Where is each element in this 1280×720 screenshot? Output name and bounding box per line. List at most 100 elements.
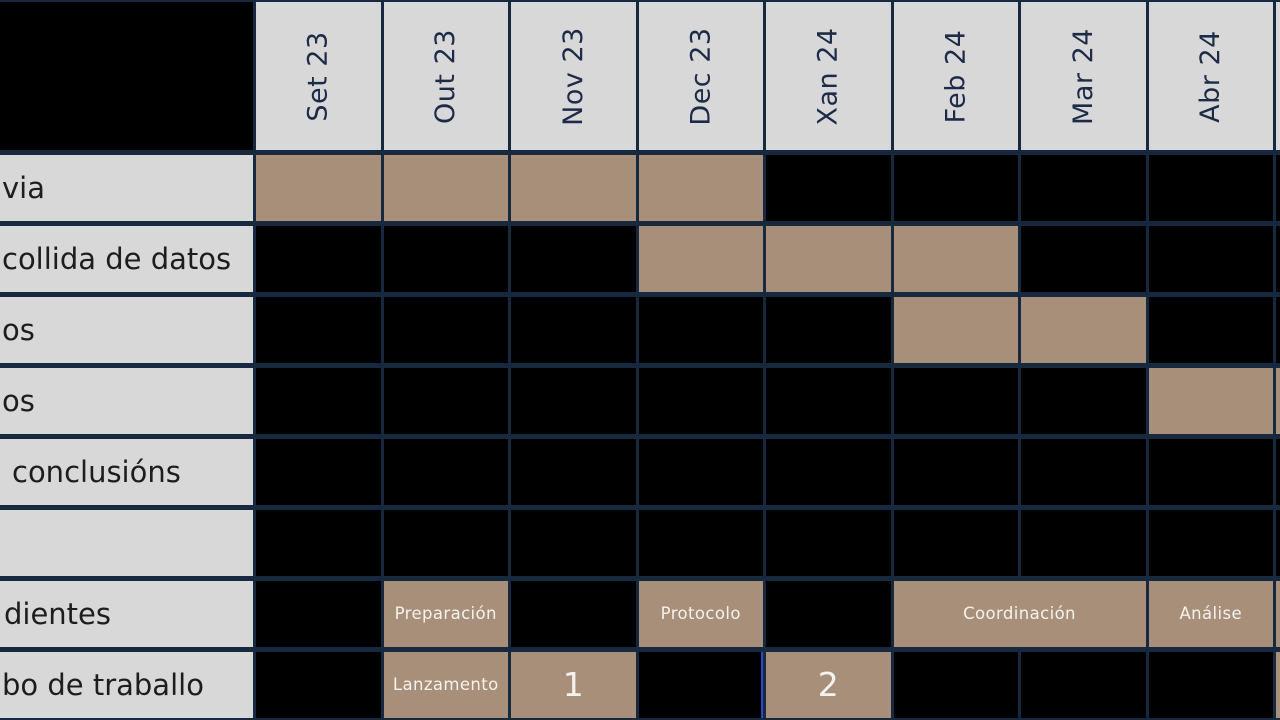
empty-cell — [511, 296, 636, 363]
gantt-bar: Protocolo — [638, 580, 763, 647]
task-label: dientes — [0, 580, 253, 647]
gantt-bar — [1276, 651, 1280, 718]
task-label: collida de datos — [0, 225, 253, 292]
empty-cell — [256, 438, 381, 505]
empty-cell — [1148, 154, 1273, 221]
empty-cell — [893, 651, 1018, 718]
empty-cell — [256, 580, 381, 647]
bar-label: Análise — [1179, 604, 1243, 624]
month-label: Nov 23 — [557, 26, 589, 126]
task-label: os — [0, 296, 253, 363]
gantt-bar: 2 — [766, 651, 891, 718]
task-label: os — [0, 367, 253, 434]
empty-cell — [766, 296, 891, 363]
empty-cell — [1148, 225, 1273, 292]
empty-cell — [1021, 651, 1146, 718]
empty-cell — [256, 651, 381, 718]
empty-cell — [893, 154, 1018, 221]
gantt-bar — [1276, 367, 1280, 434]
bar-label: 1 — [562, 665, 584, 705]
bar-label: Preparación — [394, 604, 497, 624]
empty-cell — [1148, 651, 1273, 718]
gantt-bar: Lanzamento — [383, 651, 508, 718]
empty-cell — [766, 367, 891, 434]
month-label: Mar 24 — [1067, 27, 1099, 125]
task-label: via — [0, 154, 253, 221]
month-header — [1276, 2, 1280, 150]
empty-cell — [383, 367, 508, 434]
month-label: Abr 24 — [1195, 29, 1227, 123]
empty-cell — [511, 438, 636, 505]
empty-cell — [1276, 296, 1280, 363]
month-header: Xan 24 — [766, 2, 891, 150]
bar-label: Coordinación — [963, 604, 1076, 624]
gantt-bar — [1276, 580, 1280, 647]
empty-cell — [511, 367, 636, 434]
empty-cell — [1021, 154, 1146, 221]
gantt-bar — [256, 154, 381, 221]
month-header: Abr 24 — [1148, 2, 1273, 150]
task-label: conclusións — [0, 438, 253, 505]
empty-cell — [383, 296, 508, 363]
empty-cell — [638, 296, 763, 363]
empty-cell — [383, 225, 508, 292]
gantt-bar — [638, 225, 763, 292]
empty-cell — [893, 438, 1018, 505]
month-label: Out 23 — [430, 28, 462, 124]
empty-cell — [256, 367, 381, 434]
month-label: Xan 24 — [812, 26, 844, 126]
empty-cell — [766, 438, 891, 505]
gantt-bar: 1 — [511, 651, 636, 718]
gantt-bar — [511, 154, 636, 221]
gantt-bar — [1021, 296, 1146, 363]
bar-label: 2 — [817, 665, 839, 705]
bar-label: Lanzamento — [392, 675, 499, 695]
month-header: Dec 23 — [638, 2, 763, 150]
gantt-bar — [638, 154, 763, 221]
month-label: Feb 24 — [940, 29, 972, 123]
month-label: Set 23 — [302, 30, 334, 122]
empty-cell — [638, 367, 763, 434]
empty-cell — [1148, 296, 1273, 363]
empty-cell — [1276, 154, 1280, 221]
month-header: Out 23 — [383, 2, 508, 150]
month-header: Set 23 — [256, 2, 381, 150]
month-header: Mar 24 — [1021, 2, 1146, 150]
empty-cell — [638, 509, 763, 576]
empty-cell — [383, 438, 508, 505]
empty-cell — [1276, 509, 1280, 576]
gantt-bar — [1148, 367, 1273, 434]
empty-cell — [511, 580, 636, 647]
gantt-bar — [383, 154, 508, 221]
gantt-bar: Preparación — [383, 580, 508, 647]
gantt-bar — [893, 296, 1018, 363]
month-header: Feb 24 — [893, 2, 1018, 150]
empty-cell — [1021, 367, 1146, 434]
task-label — [0, 509, 253, 576]
empty-cell — [511, 509, 636, 576]
empty-cell — [256, 509, 381, 576]
task-label: bo de traballo — [0, 651, 253, 718]
empty-cell — [511, 225, 636, 292]
gantt-bar: Análise — [1148, 580, 1273, 647]
empty-cell — [1276, 225, 1280, 292]
empty-cell — [1021, 509, 1146, 576]
empty-cell — [383, 509, 508, 576]
gantt-bar: Coordinación — [893, 580, 1146, 647]
gantt-bar — [893, 225, 1018, 292]
empty-cell — [638, 438, 763, 505]
empty-cell — [1276, 438, 1280, 505]
month-label: Dec 23 — [685, 26, 717, 126]
empty-cell — [766, 154, 891, 221]
empty-cell — [1021, 438, 1146, 505]
empty-cell — [638, 651, 763, 718]
empty-cell — [1148, 438, 1273, 505]
empty-cell — [1148, 509, 1273, 576]
month-header: Nov 23 — [511, 2, 636, 150]
empty-cell — [256, 296, 381, 363]
empty-cell — [893, 509, 1018, 576]
empty-cell — [893, 367, 1018, 434]
empty-cell — [766, 509, 891, 576]
empty-cell — [1021, 225, 1146, 292]
